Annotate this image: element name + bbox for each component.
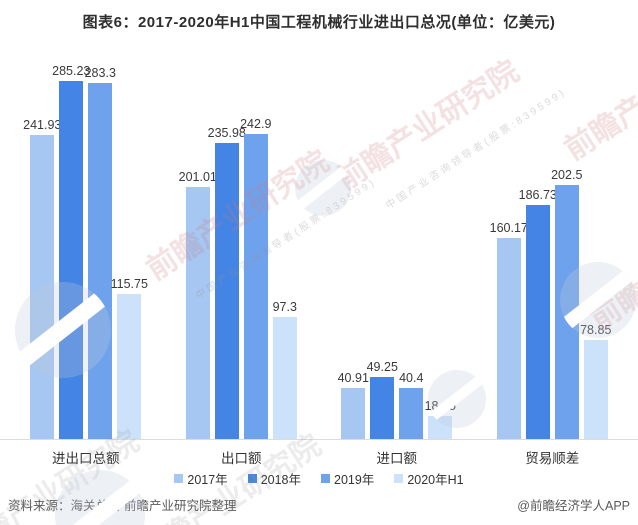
bar-value-label: 78.85 — [580, 323, 612, 337]
legend-swatch — [394, 474, 404, 483]
legend-swatch — [247, 474, 257, 483]
x-axis-line — [0, 439, 638, 440]
bar-value-label: 160.17 — [489, 221, 528, 235]
source-note: 资料来源：海关总署 前瞻产业研究院整理 — [8, 499, 237, 513]
bar-value-label: 285.23 — [52, 64, 91, 78]
bar-group: 40.91 49.25 40.4 18.45 — [319, 360, 475, 439]
bar-group: 241.93 285.23 283.3 115.75 — [8, 64, 164, 439]
bar-2018年 — [59, 81, 84, 439]
legend-label: 2017年 — [187, 473, 228, 487]
legend-label: 2019年 — [334, 473, 375, 487]
bar-2017年 — [496, 238, 521, 439]
credit-note: @前瞻经济学人APP — [517, 499, 630, 513]
bar-column: 18.45 — [425, 399, 456, 439]
bar-column: 283.3 — [85, 66, 116, 439]
legend-swatch — [174, 474, 184, 483]
bar-2019年 — [88, 83, 113, 439]
bar-column: 201.01 — [179, 170, 217, 439]
bar-2019年 — [554, 185, 579, 439]
bar-column: 186.73 — [519, 188, 557, 439]
bar-value-label: 40.91 — [337, 371, 369, 385]
legend: 2017年 2018年 2019年 2020年H1 — [0, 469, 638, 488]
bar-2019年 — [243, 134, 268, 439]
bar-value-label: 186.73 — [518, 188, 557, 202]
bar-2018年 — [525, 205, 550, 439]
bar-value-label: 18.45 — [424, 399, 456, 413]
category-axis: 进出口总额 出口额 进口额 贸易顺差 — [8, 447, 630, 467]
bar-value-label: 241.93 — [23, 118, 62, 132]
bar-value-label: 115.75 — [110, 277, 148, 291]
bar-value-label: 40.4 — [399, 371, 424, 385]
bar-2020年H1 — [272, 317, 297, 439]
bar-2020年H1 — [583, 340, 608, 439]
bar-column: 115.75 — [111, 277, 148, 439]
bar-column: 160.17 — [490, 221, 528, 439]
bar-group: 160.17 186.73 202.5 78.85 — [475, 168, 631, 439]
bar-column: 40.91 — [338, 371, 369, 439]
category-label: 出口额 — [221, 451, 262, 466]
bar-value-label: 97.3 — [272, 300, 297, 314]
bar-column: 241.93 — [23, 118, 61, 439]
legend-label: 2020年H1 — [407, 473, 464, 487]
bar-column: 40.4 — [399, 371, 423, 439]
bar-column: 285.23 — [52, 64, 90, 439]
legend-swatch — [321, 474, 330, 483]
bar-value-label: 242.9 — [240, 117, 272, 131]
bar-column: 78.85 — [580, 323, 611, 439]
legend-label: 2018年 — [260, 473, 301, 487]
category-label: 进出口总额 — [52, 451, 120, 466]
category-label: 贸易顺差 — [525, 451, 580, 466]
chart-title: 图表6：2017-2020年H1中国工程机械行业进出口总况(单位：亿美元) — [82, 14, 556, 31]
bar-value-label: 201.01 — [178, 170, 217, 184]
bar-2017年 — [341, 388, 366, 439]
bar-column: 235.98 — [208, 126, 246, 439]
bar-2017年 — [185, 187, 210, 439]
bar-2018年 — [214, 143, 239, 439]
legend-item: 2017年 — [174, 469, 228, 488]
category-label: 进口额 — [376, 451, 418, 466]
bar-2020年H1 — [428, 416, 453, 439]
bar-group: 201.01 235.98 242.9 97.3 — [164, 117, 320, 439]
bar-value-label: 202.5 — [551, 168, 583, 182]
bar-value-label: 235.98 — [207, 126, 246, 140]
bar-value-label: 49.25 — [366, 360, 398, 374]
bar-column: 49.25 — [367, 360, 398, 439]
legend-item: 2018年 — [247, 469, 301, 488]
footer: 资料来源：海关总署 前瞻产业研究院整理 @前瞻经济学人APP — [8, 495, 630, 514]
bar-2019年 — [399, 388, 424, 439]
bar-2020年H1 — [117, 294, 142, 439]
bar-2017年 — [30, 135, 55, 439]
legend-item: 2020年H1 — [394, 469, 464, 488]
bar-column: 242.9 — [240, 117, 271, 439]
legend-item: 2019年 — [321, 469, 374, 488]
bar-column: 202.5 — [551, 168, 582, 439]
plot-groups: 241.93 285.23 283.3 115.75 201.01 235.98 242.9… — [8, 64, 630, 439]
bar-value-label: 283.3 — [84, 66, 116, 80]
bar-column: 97.3 — [273, 300, 297, 439]
bar-2018年 — [370, 377, 395, 439]
